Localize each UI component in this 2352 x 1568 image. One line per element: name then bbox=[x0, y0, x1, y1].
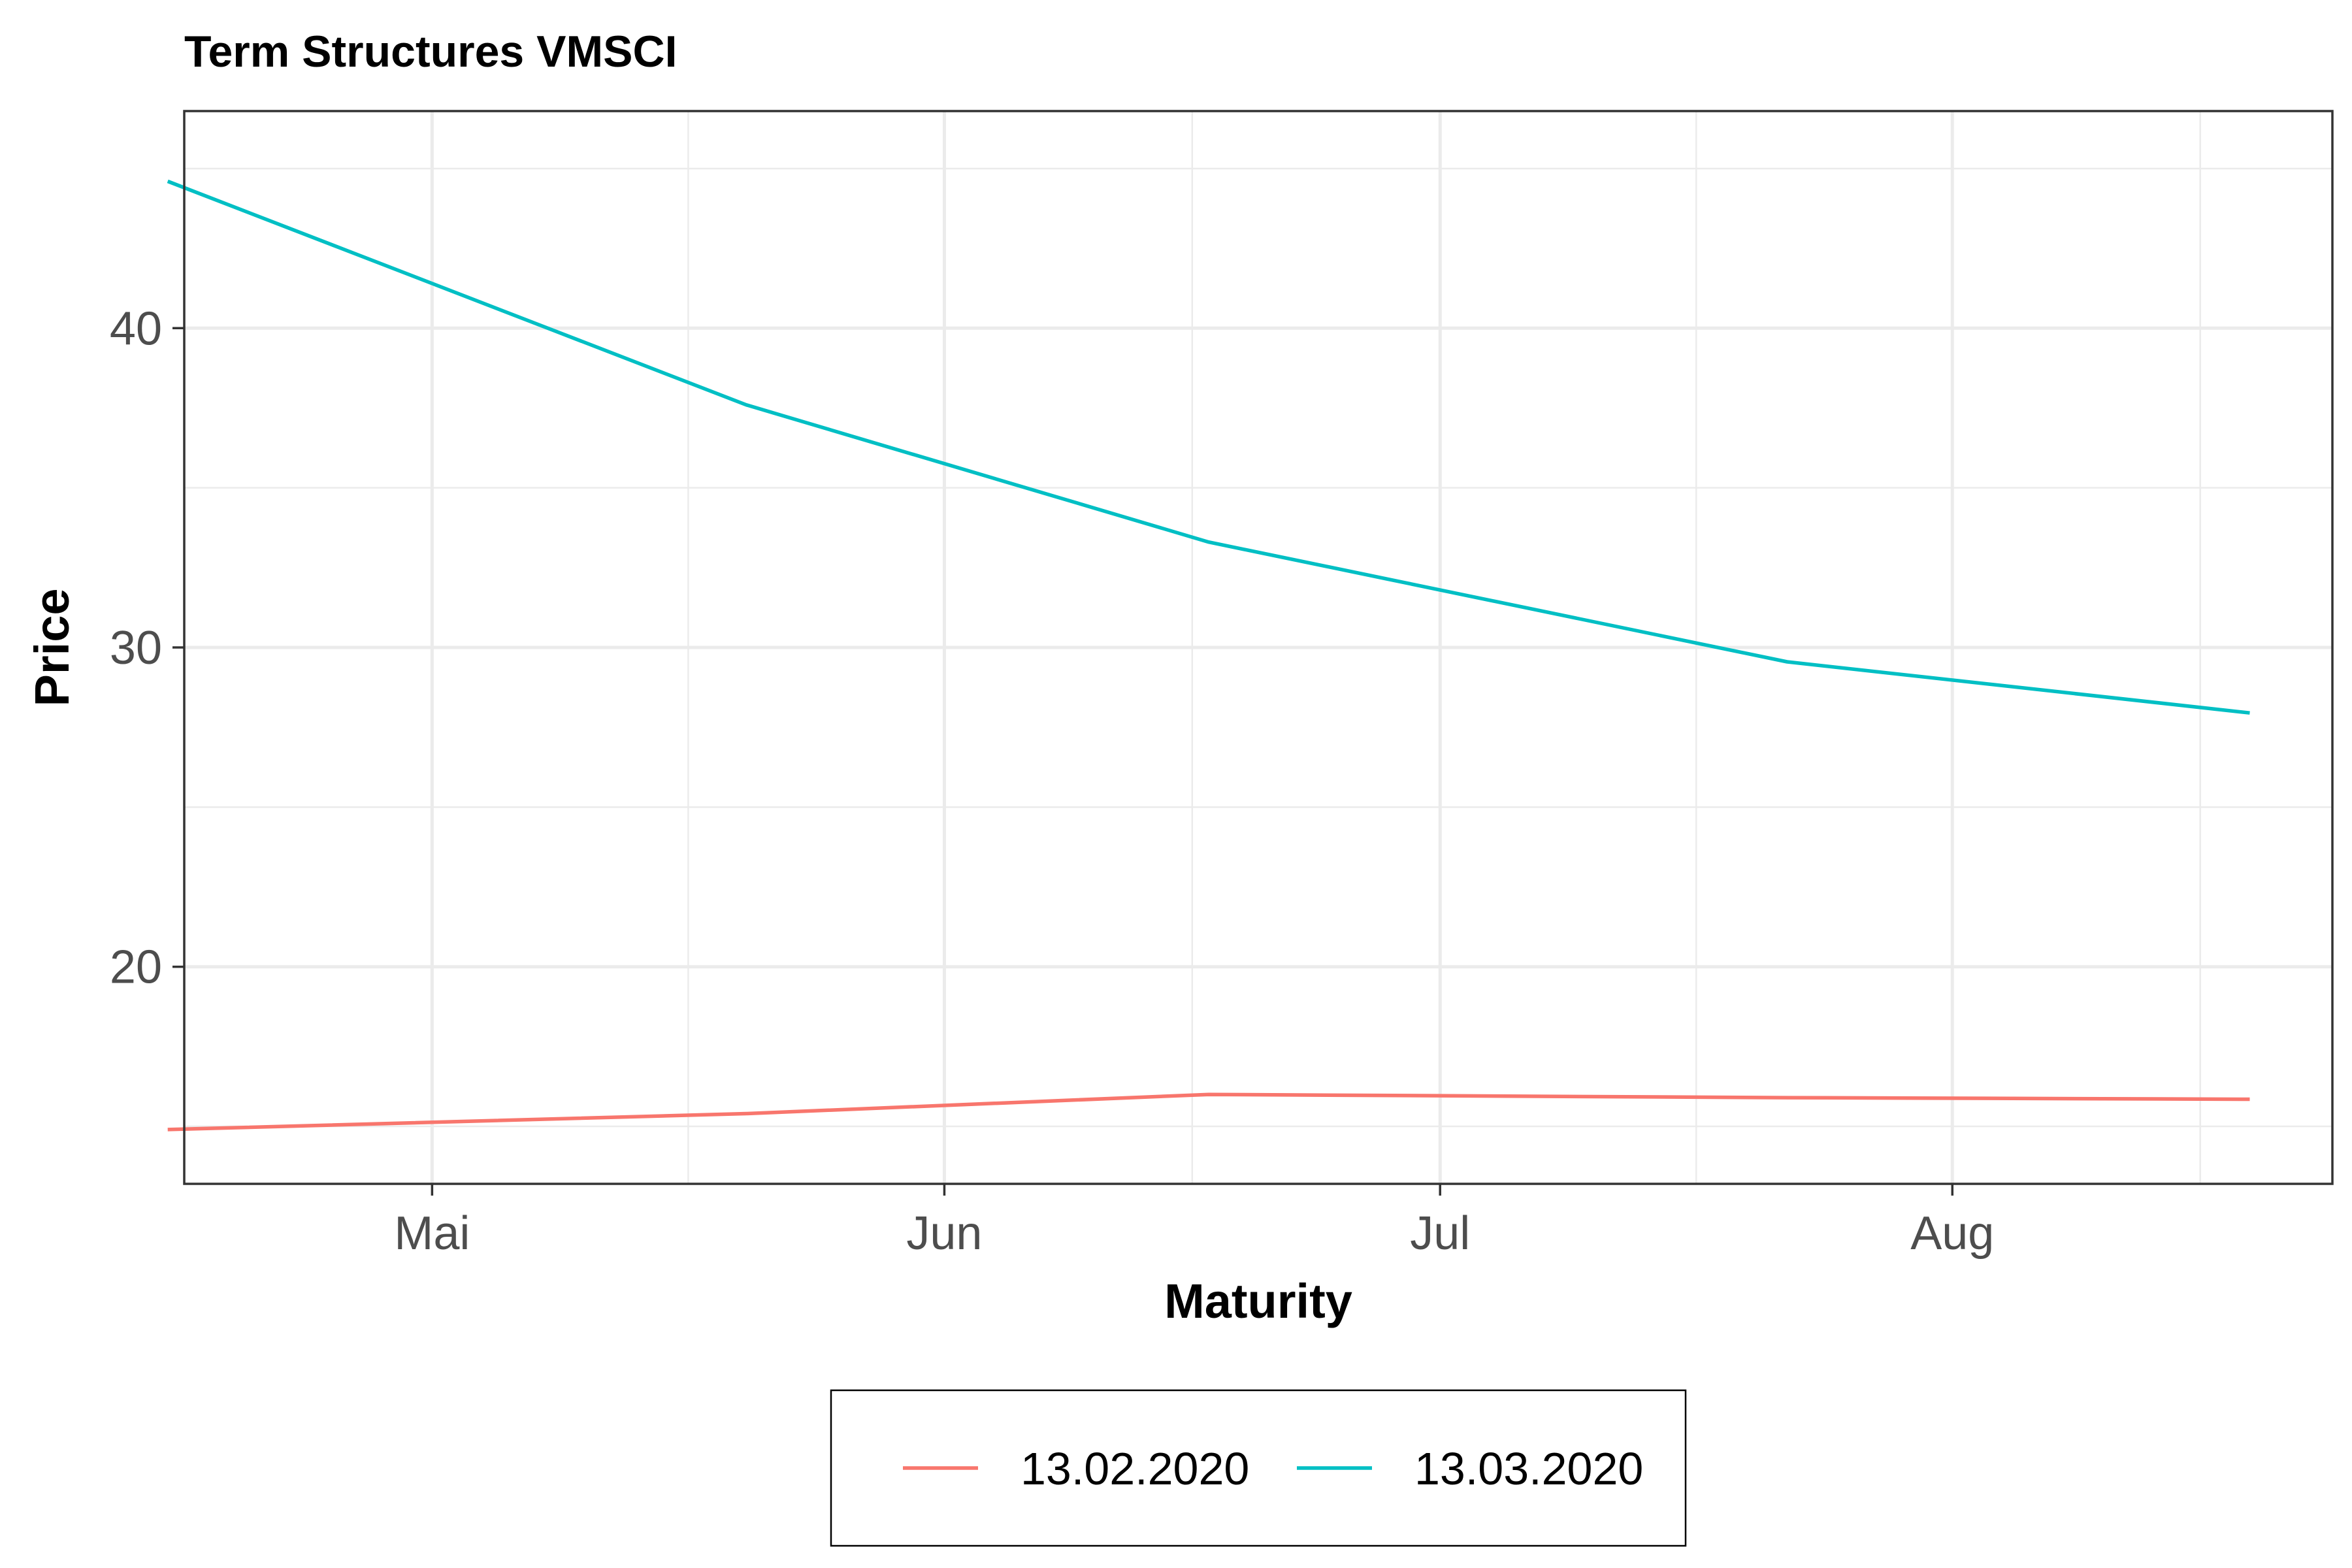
y-tick-label: 40 bbox=[110, 302, 162, 355]
grid-minor bbox=[184, 111, 2332, 1184]
grid-major bbox=[184, 111, 2332, 1184]
x-tick-label: Mai bbox=[394, 1207, 470, 1260]
legend-label-1: 13.02.2020 bbox=[1021, 1443, 1249, 1494]
legend-label-2: 13.03.2020 bbox=[1414, 1443, 1643, 1494]
y-axis: 20 30 40 bbox=[110, 302, 184, 994]
legend: 13.02.2020 13.03.2020 bbox=[830, 1389, 1687, 1547]
series-line-2 bbox=[167, 179, 2250, 715]
y-tick-label: 30 bbox=[110, 622, 162, 674]
series-line-1 bbox=[167, 1092, 2250, 1132]
x-axis: Mai Jun Jul Aug bbox=[394, 1184, 1994, 1260]
series-lines bbox=[167, 179, 2250, 1132]
x-tick-label: Aug bbox=[1910, 1207, 1994, 1260]
chart-title: Term Structures VMSCI bbox=[184, 27, 677, 76]
y-tick-label: 20 bbox=[110, 941, 162, 994]
legend-items: 13.02.2020 13.03.2020 bbox=[903, 1443, 1643, 1494]
x-tick-label: Jul bbox=[1410, 1207, 1470, 1260]
x-tick-label: Jun bbox=[906, 1207, 982, 1260]
y-axis-title: Price bbox=[25, 588, 79, 706]
x-axis-title: Maturity bbox=[1164, 1274, 1352, 1328]
